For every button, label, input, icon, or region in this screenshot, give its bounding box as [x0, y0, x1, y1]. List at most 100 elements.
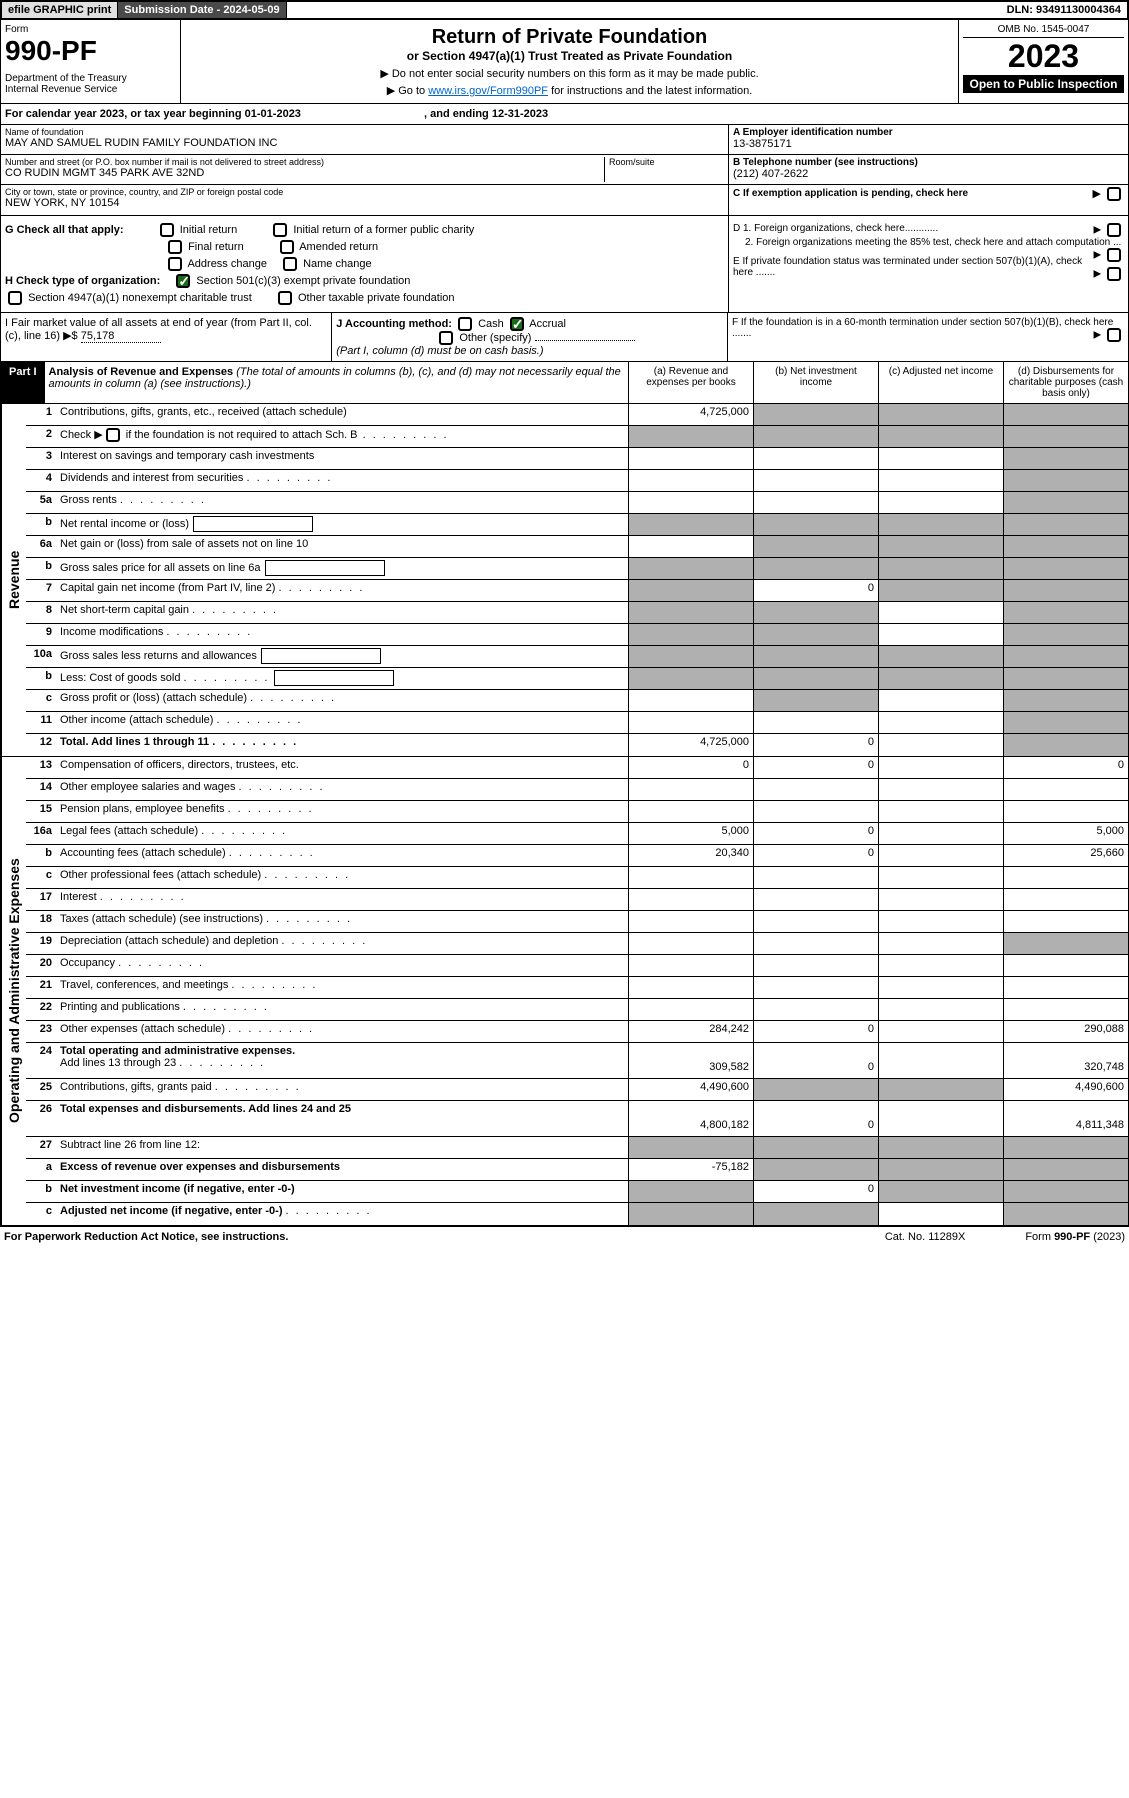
h2-checkbox[interactable] — [8, 291, 22, 305]
foundation-name: MAY AND SAMUEL RUDIN FAMILY FOUNDATION I… — [5, 137, 724, 149]
addr-row: Number and street (or P.O. box number if… — [1, 155, 728, 185]
g3-label: Final return — [188, 241, 244, 253]
row-12: 12Total. Add lines 1 through 11 4,725,00… — [26, 734, 1128, 756]
room-label: Room/suite — [609, 157, 724, 167]
addr-label: Number and street (or P.O. box number if… — [5, 157, 604, 167]
ein-value: 13-3875171 — [733, 138, 1124, 150]
c-cell: C If exemption application is pending, c… — [729, 185, 1128, 215]
f-checkbox[interactable] — [1107, 328, 1121, 342]
dln-label: DLN: 93491130004364 — [1001, 2, 1127, 18]
footer: For Paperwork Reduction Act Notice, see … — [0, 1226, 1129, 1247]
g5-checkbox[interactable] — [168, 257, 182, 271]
g4-checkbox[interactable] — [280, 240, 294, 254]
name-label: Name of foundation — [5, 127, 724, 137]
header-left: Form 990-PF Department of the Treasury I… — [1, 20, 181, 103]
note2-post: for instructions and the latest informat… — [548, 85, 752, 97]
revenue-side-label: Revenue — [1, 404, 26, 756]
row-10c: cGross profit or (loss) (attach schedule… — [26, 690, 1128, 712]
row-21: 21Travel, conferences, and meetings — [26, 977, 1128, 999]
d1-label: D 1. Foreign organizations, check here..… — [733, 223, 938, 234]
row-23: 23Other expenses (attach schedule) 284,2… — [26, 1021, 1128, 1043]
submission-date: Submission Date - 2024-05-09 — [118, 2, 286, 18]
g6-checkbox[interactable] — [283, 257, 297, 271]
row-24: 24Total operating and administrative exp… — [26, 1043, 1128, 1079]
row-27a: aExcess of revenue over expenses and dis… — [26, 1159, 1128, 1181]
d2-label: 2. Foreign organizations meeting the 85%… — [745, 237, 1121, 248]
row-9: 9Income modifications — [26, 624, 1128, 646]
g2-label: Initial return of a former public charit… — [293, 224, 474, 236]
row-25: 25Contributions, gifts, grants paid 4,49… — [26, 1079, 1128, 1101]
header-right: OMB No. 1545-0047 2023 Open to Public In… — [958, 20, 1128, 103]
j3-label: Other (specify) — [459, 332, 531, 344]
g-label: G Check all that apply: — [5, 224, 124, 236]
section-ij: I Fair market value of all assets at end… — [0, 313, 1129, 362]
section-f: F If the foundation is in a 60-month ter… — [728, 313, 1128, 361]
irs-text: Internal Revenue Service — [5, 84, 117, 95]
form-header: Form 990-PF Department of the Treasury I… — [0, 20, 1129, 104]
dept: Department of the Treasury Internal Reve… — [5, 73, 176, 95]
row-6a: 6aNet gain or (loss) from sale of assets… — [26, 536, 1128, 558]
j-label: J Accounting method: — [336, 318, 452, 330]
form-number: 990-PF — [5, 35, 176, 67]
col-a-header: (a) Revenue and expenses per books — [628, 362, 753, 403]
row-17: 17Interest — [26, 889, 1128, 911]
cal-end: 12-31-2023 — [492, 108, 548, 120]
expenses-table: Operating and Administrative Expenses 13… — [0, 757, 1129, 1226]
e-checkbox[interactable] — [1107, 267, 1121, 281]
schb-checkbox[interactable] — [106, 428, 120, 442]
checks-left: G Check all that apply: Initial return I… — [1, 216, 728, 312]
j-cash-checkbox[interactable] — [458, 317, 472, 331]
addr-value: CO RUDIN MGMT 345 PARK AVE 32ND — [5, 167, 604, 179]
j1-label: Cash — [478, 318, 504, 330]
row-16a: 16aLegal fees (attach schedule) 5,00005,… — [26, 823, 1128, 845]
form-link[interactable]: www.irs.gov/Form990PF — [428, 85, 548, 97]
phone-label: B Telephone number (see instructions) — [733, 157, 1124, 168]
part1-label: Part I — [1, 362, 45, 403]
foundation-name-cell: Name of foundation MAY AND SAMUEL RUDIN … — [1, 125, 728, 155]
h2-label: Section 4947(a)(1) nonexempt charitable … — [28, 292, 252, 304]
d2-checkbox[interactable] — [1107, 248, 1121, 262]
cal-pre: For calendar year 2023, or tax year begi… — [5, 108, 245, 120]
cal-mid: , and ending — [424, 108, 492, 120]
info-left: Name of foundation MAY AND SAMUEL RUDIN … — [1, 125, 728, 215]
ein-cell: A Employer identification number 13-3875… — [729, 125, 1128, 155]
g1-label: Initial return — [180, 224, 237, 236]
city-value: NEW YORK, NY 10154 — [5, 197, 724, 209]
note2: ▶ Go to www.irs.gov/Form990PF for instru… — [187, 84, 952, 97]
footer-mid: Cat. No. 11289X — [885, 1231, 966, 1243]
form-title: Return of Private Foundation — [187, 26, 952, 49]
part1-desc: Analysis of Revenue and Expenses (The to… — [45, 362, 628, 403]
revenue-table: Revenue 1Contributions, gifts, grants, e… — [0, 404, 1129, 757]
row-26: 26Total expenses and disbursements. Add … — [26, 1101, 1128, 1137]
g2-checkbox[interactable] — [273, 223, 287, 237]
i-value: 75,178 — [81, 330, 161, 343]
h1-checkbox[interactable] — [176, 274, 190, 288]
g1-checkbox[interactable] — [160, 223, 174, 237]
c-checkbox[interactable] — [1107, 187, 1121, 201]
col-b-header: (b) Net investment income — [753, 362, 878, 403]
city-cell: City or town, state or province, country… — [1, 185, 728, 215]
g5-label: Address change — [187, 258, 267, 270]
row-4: 4Dividends and interest from securities — [26, 470, 1128, 492]
row-18: 18Taxes (attach schedule) (see instructi… — [26, 911, 1128, 933]
d1-checkbox[interactable] — [1107, 223, 1121, 237]
j-accrual-checkbox[interactable] — [510, 317, 524, 331]
section-j: J Accounting method: Cash Accrual Other … — [332, 313, 728, 361]
g3-checkbox[interactable] — [168, 240, 182, 254]
col-c-header: (c) Adjusted net income — [878, 362, 1003, 403]
row-27b: bNet investment income (if negative, ent… — [26, 1181, 1128, 1203]
j-other-checkbox[interactable] — [439, 331, 453, 345]
row-10b: bLess: Cost of goods sold — [26, 668, 1128, 690]
form-subtitle: or Section 4947(a)(1) Trust Treated as P… — [187, 49, 952, 63]
form-label: Form — [5, 24, 176, 35]
section-i: I Fair market value of all assets at end… — [1, 313, 332, 361]
g6-label: Name change — [303, 258, 372, 270]
g4-label: Amended return — [299, 241, 378, 253]
city-label: City or town, state or province, country… — [5, 187, 724, 197]
j-note: (Part I, column (d) must be on cash basi… — [336, 345, 543, 357]
note1: ▶ Do not enter social security numbers o… — [187, 67, 952, 80]
h3-checkbox[interactable] — [278, 291, 292, 305]
efile-print-label[interactable]: efile GRAPHIC print — [2, 2, 118, 18]
col-d-header: (d) Disbursements for charitable purpose… — [1003, 362, 1128, 403]
footer-right: Form 990-PF (2023) — [1025, 1231, 1125, 1243]
